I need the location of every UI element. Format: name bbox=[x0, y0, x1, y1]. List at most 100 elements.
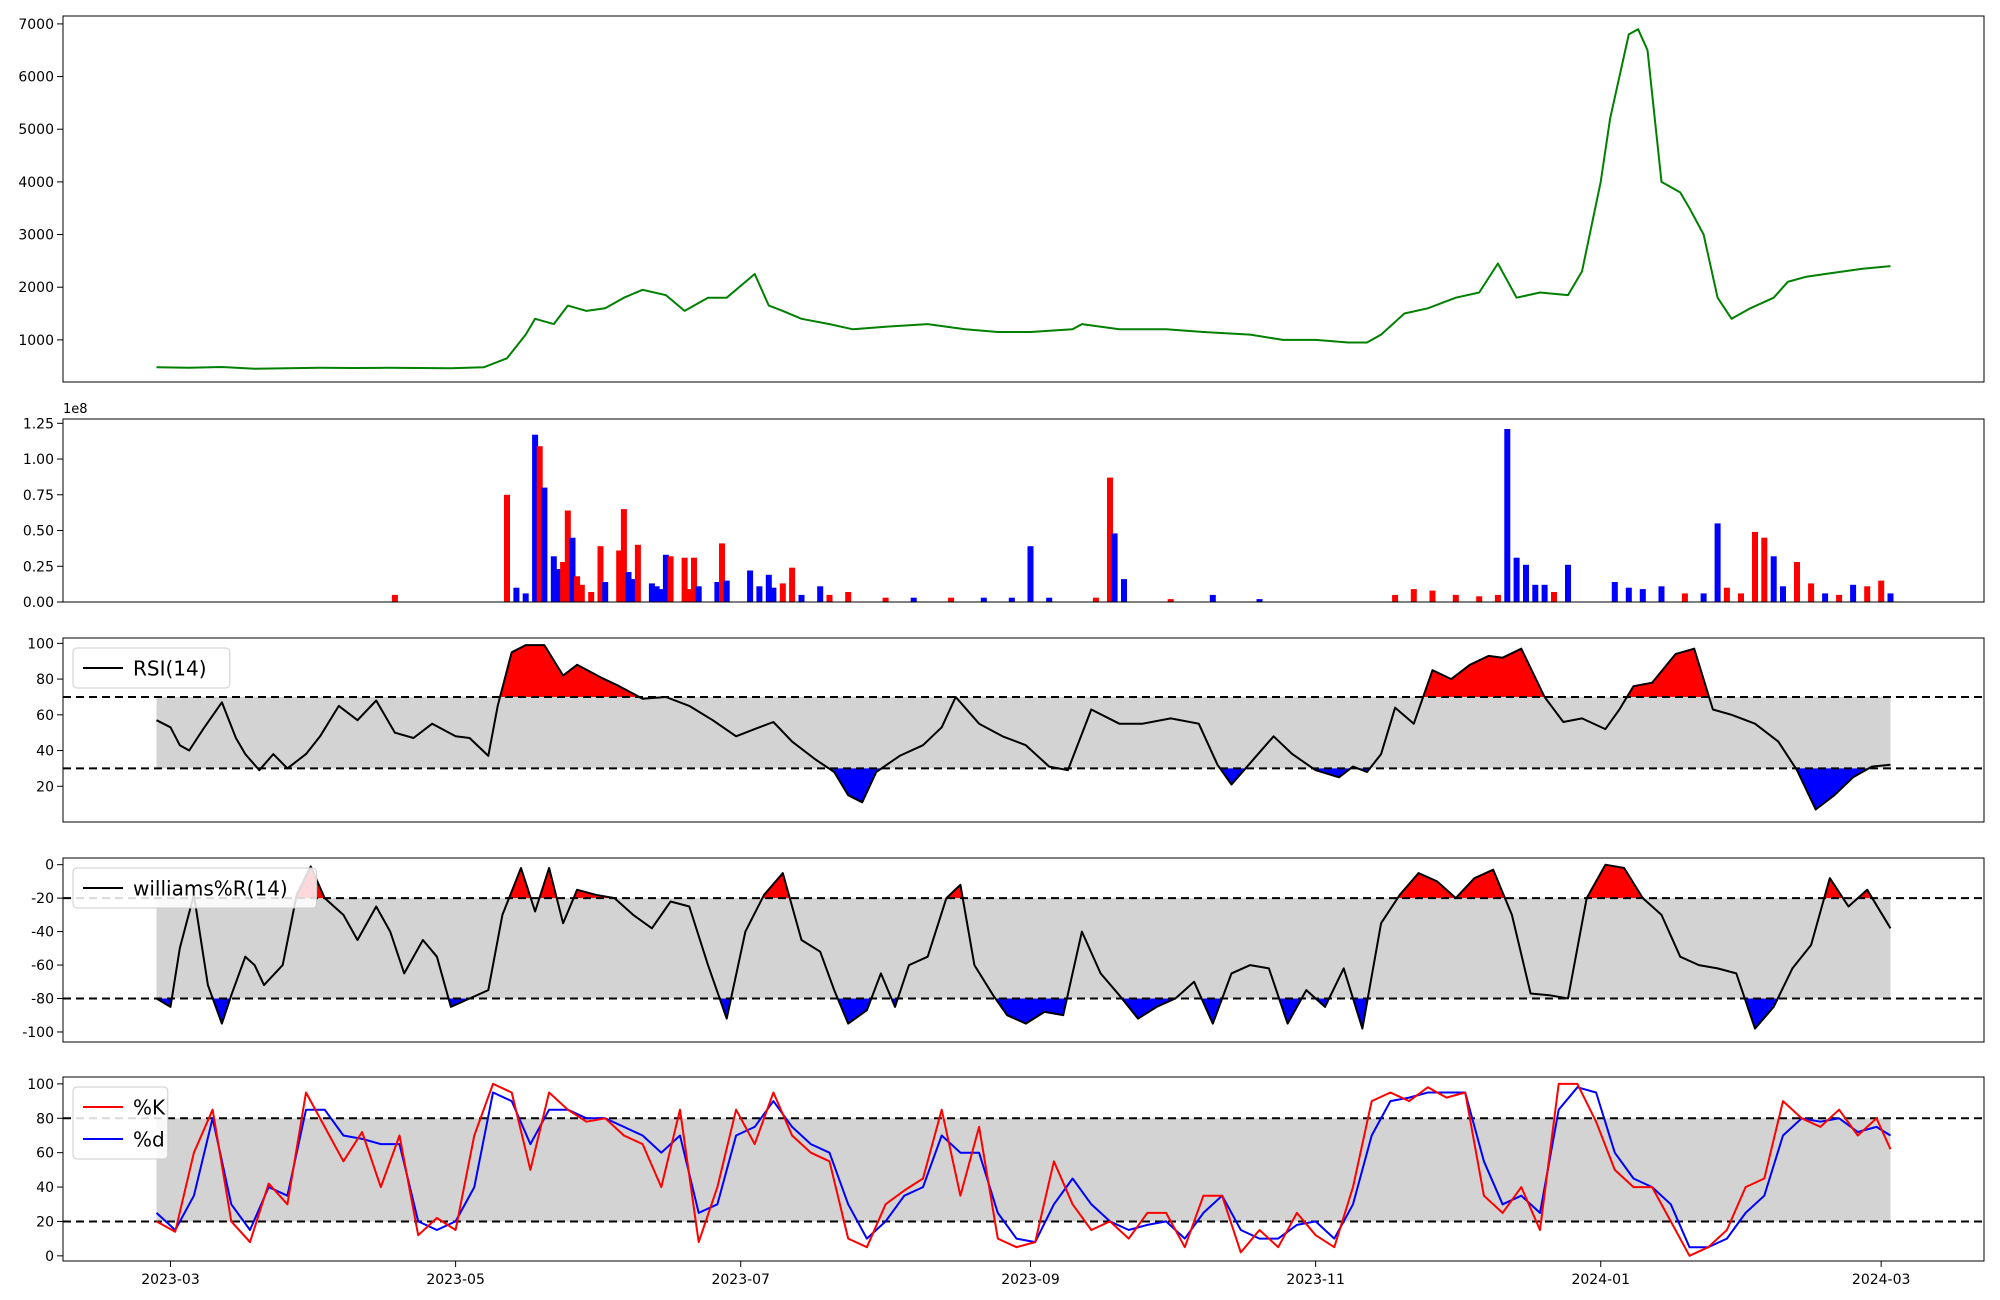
volume-bar bbox=[1551, 592, 1557, 602]
volume-bar bbox=[1625, 587, 1632, 602]
volume-bar bbox=[1878, 580, 1885, 602]
volume-bar bbox=[536, 446, 543, 602]
volume-bar bbox=[1738, 593, 1744, 602]
y-tick-label: -60 bbox=[31, 958, 54, 974]
volume-bar bbox=[1780, 586, 1786, 602]
percent-k-line bbox=[156, 1082, 1892, 1257]
volume-bar bbox=[1565, 564, 1571, 602]
y-tick-label: 6000 bbox=[18, 70, 54, 86]
volume-bar bbox=[770, 587, 777, 602]
y-tick-label: 0.50 bbox=[23, 524, 54, 540]
volume-bar bbox=[1681, 593, 1688, 602]
volume-bar bbox=[723, 580, 730, 602]
volume-bar bbox=[948, 597, 955, 602]
volume-bar bbox=[588, 592, 595, 602]
volume-bar bbox=[1523, 564, 1529, 602]
price-line bbox=[156, 28, 1891, 370]
y-tick-label: -20 bbox=[31, 891, 54, 907]
oversold-fill bbox=[828, 768, 882, 803]
volume-bar bbox=[1452, 594, 1459, 602]
y-tick-label: 5000 bbox=[18, 122, 54, 138]
y-tick-label: 3000 bbox=[18, 228, 54, 244]
volume-bar bbox=[1714, 523, 1721, 602]
volume-bar bbox=[1541, 584, 1548, 602]
y-tick-label: -100 bbox=[22, 1025, 54, 1041]
volume-bar bbox=[756, 586, 763, 602]
volume-bar bbox=[667, 556, 674, 603]
x-tick-label: 2024-03 bbox=[1852, 1272, 1911, 1288]
rsi-line bbox=[156, 644, 1891, 811]
volume-bar bbox=[765, 574, 772, 602]
y-tick-label: 100 bbox=[27, 1077, 54, 1093]
volume-bar bbox=[597, 546, 604, 602]
volume-bar bbox=[578, 584, 585, 602]
plot-frame bbox=[62, 637, 1985, 823]
oversold-fill bbox=[1353, 998, 1368, 1029]
plot-frame bbox=[62, 857, 1985, 1043]
legend-label: RSI(14) bbox=[133, 657, 207, 681]
volume-bar bbox=[1611, 582, 1618, 602]
overbought-fill bbox=[1423, 648, 1545, 697]
volume-bar bbox=[1008, 597, 1015, 602]
volume-bar bbox=[882, 597, 889, 602]
volume-bar bbox=[1887, 593, 1894, 602]
volume-bar bbox=[560, 562, 567, 602]
volume-bar bbox=[564, 510, 571, 602]
volume-bar bbox=[1429, 590, 1436, 602]
plot-frame bbox=[62, 1076, 1985, 1262]
volume-bar bbox=[1410, 589, 1417, 602]
volume-bar bbox=[1107, 477, 1113, 602]
oversold-fill bbox=[1279, 998, 1302, 1024]
y-tick-label: -40 bbox=[31, 925, 54, 941]
volume-bar bbox=[522, 593, 529, 602]
overbought-fill bbox=[509, 868, 531, 899]
y-tick-label: 1.25 bbox=[23, 416, 54, 432]
y-tick-label: 60 bbox=[36, 708, 54, 724]
volume-bar bbox=[569, 537, 576, 602]
volume-bar bbox=[1046, 597, 1053, 602]
y-tick-label: 80 bbox=[36, 672, 54, 688]
x-tick-label: 2023-07 bbox=[711, 1272, 770, 1288]
volume-bar bbox=[658, 589, 665, 602]
volume-bar bbox=[980, 597, 987, 602]
y-offset-label: 1e8 bbox=[63, 402, 88, 417]
volume-bar bbox=[504, 494, 510, 602]
volume-bar bbox=[686, 589, 693, 602]
neutral-band bbox=[156, 898, 1891, 999]
volume-bar bbox=[648, 583, 655, 602]
volume-bar bbox=[625, 572, 632, 602]
volume-bar bbox=[532, 434, 539, 602]
volume-bar bbox=[630, 579, 637, 602]
overbought-fill bbox=[539, 868, 557, 899]
y-tick-label: 2000 bbox=[18, 280, 54, 296]
price-panel: 1000 2000 3000 4000 5000 6000 7000 bbox=[18, 15, 1985, 383]
volume-bar bbox=[1836, 594, 1843, 602]
oversold-fill bbox=[1201, 998, 1223, 1024]
volume-bar bbox=[1209, 594, 1216, 602]
plot-frame bbox=[62, 15, 1985, 383]
volume-bar bbox=[634, 544, 641, 602]
x-tick-label: 2023-11 bbox=[1286, 1272, 1345, 1288]
volume-bar bbox=[1723, 587, 1730, 602]
volume-bar bbox=[1256, 599, 1263, 602]
volume-bar bbox=[662, 554, 669, 602]
volume-bar bbox=[695, 586, 702, 602]
volume-bar bbox=[1850, 584, 1857, 602]
legend-box bbox=[72, 867, 318, 909]
oversold-fill bbox=[212, 998, 231, 1024]
y-tick-label: 0 bbox=[45, 1249, 54, 1265]
volume-bar bbox=[779, 583, 786, 602]
y-tick-label: 1.00 bbox=[23, 452, 54, 468]
volume-bar bbox=[1092, 597, 1099, 602]
y-tick-label: -80 bbox=[31, 992, 54, 1008]
volume-bar bbox=[1167, 599, 1174, 602]
x-tick-label: 2023-03 bbox=[141, 1272, 200, 1288]
volume-bar bbox=[541, 487, 548, 602]
y-tick-label: 0.75 bbox=[23, 488, 54, 504]
y-tick-label: 4000 bbox=[18, 175, 54, 191]
volume-bar bbox=[826, 594, 833, 602]
volume-bar bbox=[1121, 579, 1127, 602]
volume-bar bbox=[910, 597, 917, 602]
y-tick-label: 60 bbox=[36, 1146, 54, 1162]
volume-bar bbox=[691, 557, 697, 602]
